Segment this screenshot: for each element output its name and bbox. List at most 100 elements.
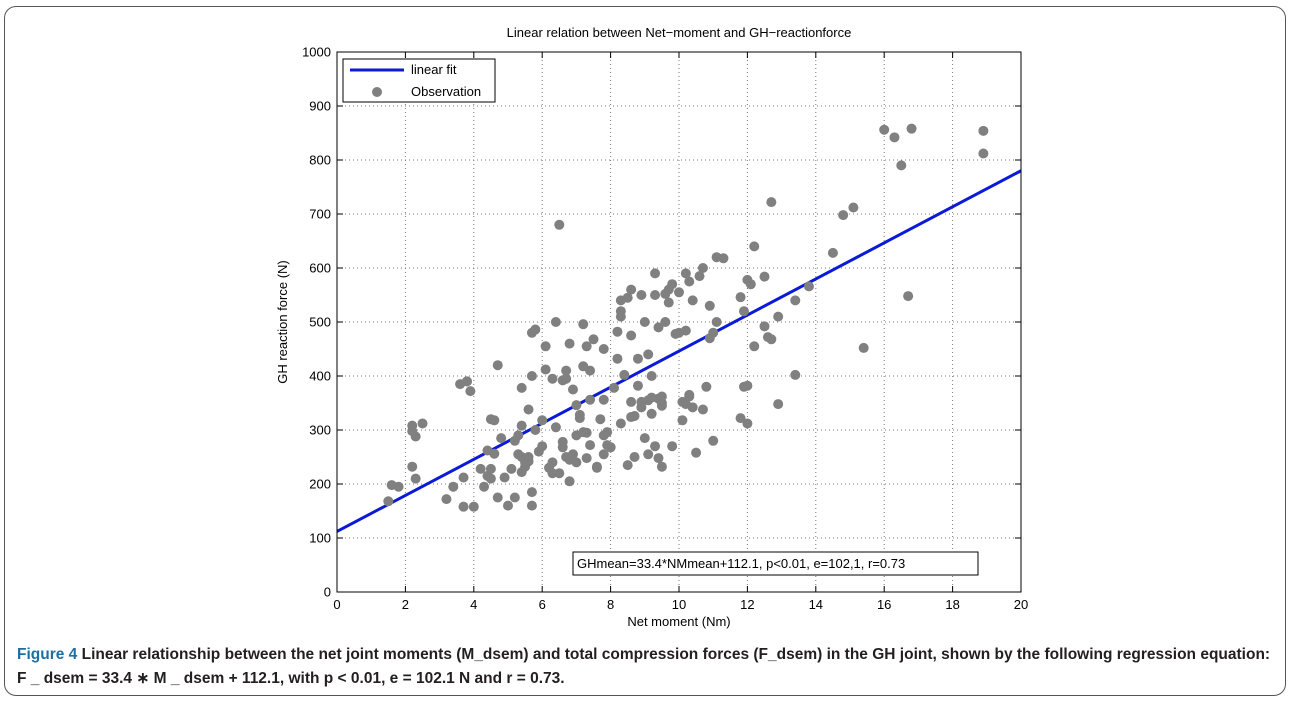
observation-point bbox=[526, 487, 537, 498]
observation-point bbox=[537, 441, 548, 452]
y-tick-label: 900 bbox=[309, 99, 331, 114]
observation-point bbox=[571, 457, 582, 468]
observation-point bbox=[632, 380, 643, 391]
observation-point bbox=[513, 430, 524, 441]
observation-point bbox=[701, 381, 712, 392]
observation-point bbox=[407, 461, 418, 472]
observation-point bbox=[407, 420, 418, 431]
observation-point bbox=[530, 425, 541, 435]
observation-point bbox=[827, 247, 838, 258]
observation-point bbox=[523, 456, 534, 467]
observation-point bbox=[605, 442, 616, 453]
observation-point bbox=[626, 284, 637, 295]
x-tick-label: 10 bbox=[672, 597, 686, 612]
observation-point bbox=[619, 369, 630, 380]
x-tick-label: 8 bbox=[607, 597, 614, 612]
observation-point bbox=[578, 319, 589, 330]
x-tick-label: 2 bbox=[402, 597, 409, 612]
x-tick-label: 18 bbox=[945, 597, 959, 612]
observation-point bbox=[581, 427, 592, 438]
observation-point bbox=[588, 334, 599, 345]
observation-point bbox=[684, 276, 695, 287]
observation-point bbox=[632, 353, 643, 364]
observation-point bbox=[530, 324, 541, 335]
observation-point bbox=[492, 360, 503, 371]
observation-point bbox=[540, 341, 551, 352]
observation-point bbox=[571, 400, 582, 411]
observation-point bbox=[697, 263, 708, 273]
legend-point-swatch bbox=[372, 87, 382, 97]
observation-point bbox=[554, 219, 565, 230]
observation-point bbox=[704, 300, 715, 311]
observation-point bbox=[735, 292, 746, 303]
observation-point bbox=[547, 457, 558, 468]
observation-point bbox=[677, 415, 688, 426]
linear-fit-line bbox=[336, 169, 1022, 533]
observation-point bbox=[663, 297, 674, 308]
y-tick-label: 600 bbox=[309, 261, 331, 276]
observation-point bbox=[656, 461, 667, 472]
observation-point bbox=[516, 420, 527, 431]
observation-point bbox=[629, 452, 640, 462]
observation-point bbox=[646, 371, 657, 381]
observation-point bbox=[708, 435, 719, 446]
observation-point bbox=[503, 500, 513, 511]
observation-point bbox=[615, 306, 626, 317]
observation-point bbox=[496, 433, 507, 444]
observation-point bbox=[547, 373, 558, 384]
observation-point bbox=[615, 418, 626, 429]
y-tick-label: 800 bbox=[309, 153, 331, 168]
observation-point bbox=[687, 402, 698, 413]
observation-point bbox=[656, 391, 667, 402]
observation-point bbox=[660, 317, 671, 327]
observation-point bbox=[622, 292, 633, 303]
observation-point bbox=[561, 373, 572, 384]
observation-point bbox=[680, 268, 691, 279]
x-tick-label: 0 bbox=[333, 597, 340, 612]
observation-point bbox=[674, 287, 684, 298]
observation-point bbox=[564, 338, 575, 349]
observation-point bbox=[516, 382, 527, 393]
observation-point bbox=[612, 326, 623, 337]
observation-point bbox=[978, 125, 989, 136]
observation-point bbox=[639, 433, 650, 444]
observation-point bbox=[557, 442, 568, 453]
observation-point bbox=[643, 349, 654, 360]
observation-point bbox=[585, 365, 596, 376]
y-tick-label: 300 bbox=[309, 423, 331, 438]
observation-point bbox=[626, 330, 637, 341]
observation-point bbox=[838, 210, 849, 221]
observation-point bbox=[506, 463, 517, 474]
observation-point bbox=[650, 441, 661, 452]
legend-box bbox=[342, 58, 496, 103]
observation-point bbox=[581, 453, 592, 464]
regression-annotation: GHmean=33.4*NMmean+112.1, p<0.01, e=102,… bbox=[572, 551, 979, 576]
observation-point bbox=[492, 492, 503, 503]
observation-point bbox=[691, 447, 702, 458]
observation-point bbox=[461, 376, 472, 387]
observation-point bbox=[773, 311, 784, 322]
scatter-chart: 0 2 4 6 8 10 12 14 16 18 2001002003004005006007008… bbox=[275, 25, 1028, 629]
observation-point bbox=[475, 463, 486, 474]
observation-point bbox=[499, 472, 510, 483]
annotation-text: GHmean=33.4*NMmean+112.1, p<0.01, e=102,… bbox=[577, 556, 905, 571]
y-tick-label: 400 bbox=[309, 369, 331, 384]
observation-point bbox=[848, 202, 859, 213]
observation-point bbox=[653, 453, 664, 464]
observation-point bbox=[547, 468, 558, 479]
observation-point bbox=[485, 473, 496, 484]
observation-point bbox=[598, 344, 609, 354]
legend-label-observation: Observation bbox=[411, 84, 481, 99]
observation-point bbox=[489, 448, 500, 459]
figure-caption: Figure 4 Linear relationship between the… bbox=[17, 643, 1272, 691]
observation-point bbox=[749, 341, 760, 352]
observation-point bbox=[526, 500, 537, 511]
y-tick-label: 0 bbox=[324, 585, 331, 600]
observation-point bbox=[458, 472, 469, 483]
caption-text: Linear relationship between the net join… bbox=[17, 646, 1271, 687]
observation-points bbox=[383, 123, 989, 512]
legend: linear fit Observation bbox=[342, 58, 496, 103]
observation-point bbox=[766, 334, 777, 345]
chart-title: Linear relation between Net−moment and G… bbox=[507, 25, 852, 40]
observation-point bbox=[550, 317, 561, 327]
